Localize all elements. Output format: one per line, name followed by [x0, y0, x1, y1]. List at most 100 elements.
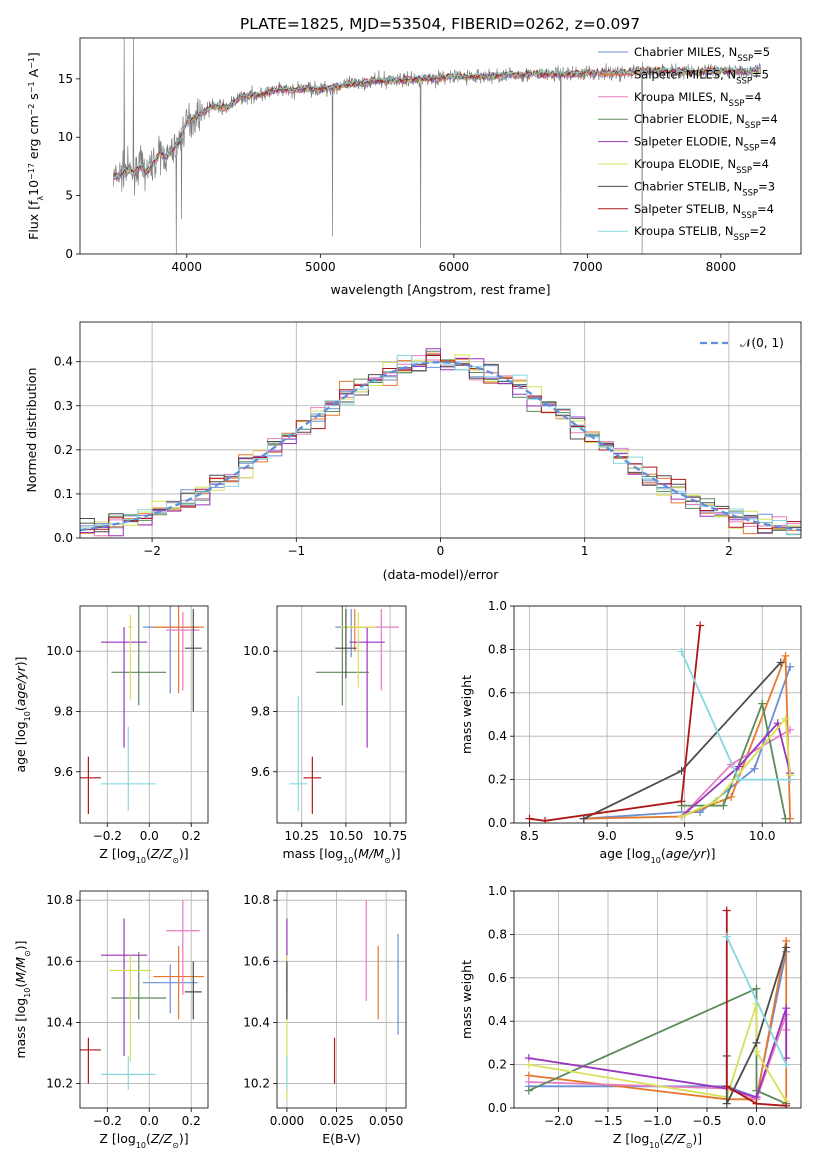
x-axis-label: wavelength [Angstrom, rest frame]: [330, 282, 550, 297]
y-tick-label: 0.2: [488, 773, 507, 787]
x-axis-label: Z [log10(Z/Z⊙)]: [613, 1131, 702, 1150]
y-tick-label: 9.6: [54, 765, 73, 779]
label-part: ⊙: [686, 1141, 693, 1150]
weight-point-marker: [722, 1082, 731, 1091]
label-part: 10: [23, 711, 32, 721]
weight-series-line: [681, 700, 787, 819]
legend-sub: SSP: [745, 121, 761, 131]
weight-series-line: [725, 936, 788, 1065]
label-part: s: [26, 93, 41, 104]
legend-text: Kroupa STELIB, N: [634, 224, 734, 238]
weight-point-marker: [525, 814, 534, 823]
y-tick-label: 0.4: [488, 729, 507, 743]
plot-area: [80, 348, 801, 537]
legend-text: =5: [753, 45, 770, 59]
axes-frame: [79, 605, 209, 824]
x-axis-label: Z [log10(Z/Z⊙)]: [99, 846, 188, 865]
x-tick-label: 0.050: [369, 1114, 403, 1128]
weight-series-line: [725, 910, 787, 1107]
weight-point-marker: [773, 719, 782, 728]
weight-point-marker: [750, 764, 759, 773]
legend-sub: SSP: [734, 233, 750, 243]
label-part: mass weight: [459, 960, 474, 1039]
y-tick-label: 0.2: [488, 1058, 507, 1072]
x-axis-label: mass [log10(M/M⊙)]: [282, 846, 400, 865]
label-part: −1: [27, 57, 36, 69]
label-part: Flux [f: [26, 200, 41, 240]
y-tick-label: 5: [65, 189, 73, 203]
y-tick-label: 10.2: [46, 1077, 73, 1091]
panel-age-vs-mass: 10.25 10.50 10.75 9.6 9.8 10.0 mass [log10(M/M…: [243, 605, 407, 865]
label-part: Z/Z: [663, 1131, 686, 1146]
legend-text: Salpeter STELIB, N: [634, 202, 741, 216]
label-part: M/M: [358, 846, 384, 861]
x-tick-label: 0.025: [319, 1114, 353, 1128]
weight-point-marker: [524, 1077, 533, 1086]
label-part: mass weight: [459, 675, 474, 754]
label-part: )]: [179, 1131, 189, 1146]
y-tick-label: 1.0: [488, 884, 507, 898]
model-fit-line: [113, 65, 761, 179]
legend-sub: SSP: [729, 99, 745, 109]
weight-point-marker: [786, 725, 795, 734]
weight-point-marker: [782, 1101, 791, 1108]
axes-frame: [276, 890, 407, 1109]
label-part: −1: [27, 81, 36, 93]
legend-text: =3: [758, 179, 775, 193]
weight-point-marker: [722, 932, 731, 941]
legend-text: =5: [752, 67, 769, 81]
axes-frame: [276, 605, 407, 824]
y-tick-label: 0.2: [54, 443, 73, 457]
legend-entry: Chabrier MILES, NSSP=5: [634, 45, 770, 64]
y-tick-label: 10.2: [243, 1077, 270, 1091]
x-tick-label: 10.50: [329, 829, 363, 843]
x-tick-label: 5000: [305, 260, 336, 274]
x-tick-label: 6000: [439, 260, 470, 274]
weight-point-marker: [752, 1038, 761, 1047]
legend-entry: Chabrier ELODIE, NSSP=4: [634, 112, 778, 131]
axes-frame: [79, 37, 802, 255]
y-tick-label: 10: [58, 130, 73, 144]
plot-area: [80, 606, 204, 814]
x-tick-label: 9.0: [598, 829, 617, 843]
weight-point-marker: [734, 775, 743, 784]
legend-sub: SSP: [737, 54, 753, 64]
x-tick-label: 4000: [172, 260, 203, 274]
weight-point-marker: [752, 1099, 761, 1108]
y-tick-label: 1.0: [488, 599, 507, 613]
y-tick-label: 15: [58, 72, 73, 86]
x-tick-label: 9.5: [675, 829, 694, 843]
x-tick-label: 0.2: [182, 829, 201, 843]
label-part: (: [659, 1131, 664, 1146]
label-part: 10: [23, 988, 32, 998]
legend-text: Salpeter MILES, N: [634, 67, 736, 81]
weight-point-marker: [677, 647, 686, 656]
y-tick-label: 0.4: [54, 355, 73, 369]
y-tick-label: 10.4: [46, 1015, 73, 1029]
label-part: ⊙: [172, 856, 179, 865]
plot-area: [525, 621, 795, 823]
legend-sub: SSP: [736, 76, 752, 86]
x-tick-label: −1.0: [643, 1114, 672, 1128]
panel-weight-vs-age: 8.5 9.0 9.5 10.0 0.0 0.2 0.4 0.6 0.8 1.0 age [log1…: [459, 599, 802, 865]
x-tick-label: −2: [143, 544, 161, 558]
y-tick-label: 0.0: [54, 531, 73, 545]
x-tick-label: 0.0: [140, 1114, 159, 1128]
weight-point-marker: [677, 812, 686, 821]
weight-series-line: [680, 721, 791, 818]
plot-area: [524, 906, 791, 1108]
legend-sub: SSP: [742, 188, 758, 198]
label-part: age/yr: [666, 846, 707, 861]
x-tick-label: 2: [725, 544, 733, 558]
label-part: (: [13, 706, 28, 711]
y-tick-label: 9.8: [54, 704, 73, 718]
y-axis-label: Flux [fλ10−17 erg cm−2 s−1 A−1]: [26, 52, 45, 240]
y-tick-label: 0.6: [488, 686, 507, 700]
y-axis-label: Normed distribution: [24, 368, 39, 493]
label-part: (: [353, 846, 358, 861]
label-part: )]: [179, 846, 189, 861]
axes-frame: [513, 605, 802, 824]
label-part: )]: [13, 656, 28, 666]
y-tick-label: 0.0: [488, 816, 507, 830]
x-tick-label: 1: [581, 544, 589, 558]
